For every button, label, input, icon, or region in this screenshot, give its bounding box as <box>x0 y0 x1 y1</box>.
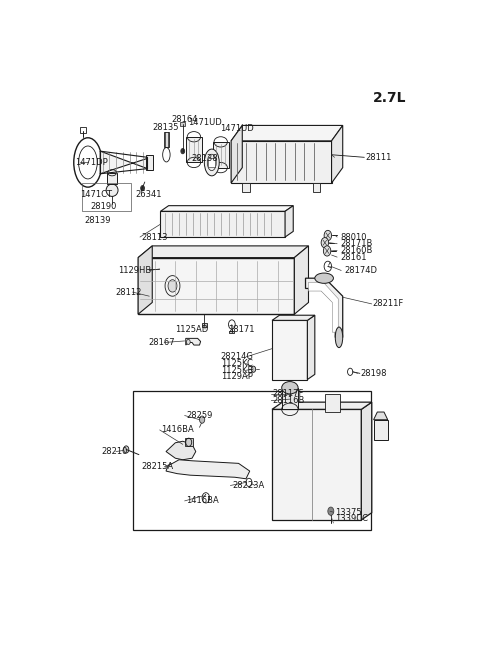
Bar <box>325 394 340 412</box>
Polygon shape <box>285 206 293 237</box>
Bar <box>83 183 131 211</box>
Text: 28138: 28138 <box>192 154 218 163</box>
Ellipse shape <box>282 381 298 394</box>
Polygon shape <box>166 442 196 460</box>
Text: 28210: 28210 <box>101 447 127 456</box>
Text: 26341: 26341 <box>135 190 162 199</box>
Polygon shape <box>160 206 293 211</box>
Ellipse shape <box>335 327 343 347</box>
Bar <box>164 132 168 147</box>
Circle shape <box>159 265 165 273</box>
Polygon shape <box>138 246 152 314</box>
Text: 1471UD: 1471UD <box>188 118 222 127</box>
Circle shape <box>141 186 144 191</box>
Text: 28139: 28139 <box>84 216 110 225</box>
Polygon shape <box>332 126 343 183</box>
Bar <box>208 158 216 166</box>
Circle shape <box>251 366 256 372</box>
Text: 1125AD: 1125AD <box>175 325 209 333</box>
Bar <box>132 391 371 530</box>
Bar <box>313 183 321 192</box>
Bar <box>282 387 298 409</box>
Bar <box>81 128 86 133</box>
Polygon shape <box>166 460 250 479</box>
Text: 28160B: 28160B <box>341 246 373 255</box>
Text: 28259: 28259 <box>186 411 213 420</box>
Circle shape <box>168 280 177 292</box>
Text: 1129AP: 1129AP <box>221 373 252 381</box>
Circle shape <box>324 230 332 240</box>
Ellipse shape <box>204 149 219 176</box>
Polygon shape <box>100 151 147 174</box>
Bar <box>107 173 117 184</box>
Text: 28211F: 28211F <box>372 299 404 309</box>
Ellipse shape <box>106 184 118 196</box>
Polygon shape <box>138 246 309 258</box>
Polygon shape <box>231 126 343 141</box>
Text: 1125KE: 1125KE <box>221 366 252 375</box>
Text: 13375: 13375 <box>335 508 362 517</box>
Text: 28164: 28164 <box>171 116 198 124</box>
Bar <box>229 331 234 333</box>
Text: 28190: 28190 <box>91 202 117 210</box>
Bar <box>185 438 193 446</box>
Circle shape <box>200 416 204 424</box>
Ellipse shape <box>315 273 334 283</box>
Bar <box>138 258 294 314</box>
Text: 28112: 28112 <box>115 288 142 297</box>
Text: 28214G: 28214G <box>221 353 253 361</box>
Text: 1129HB: 1129HB <box>118 266 151 275</box>
Text: 28167: 28167 <box>148 338 175 347</box>
Text: 28215A: 28215A <box>141 462 173 472</box>
Bar <box>202 323 207 327</box>
Polygon shape <box>231 126 242 183</box>
Text: 28161: 28161 <box>341 253 367 262</box>
Text: 28171: 28171 <box>228 325 255 333</box>
Polygon shape <box>186 339 201 345</box>
Polygon shape <box>373 412 388 420</box>
Bar <box>186 137 202 162</box>
Text: 88010: 88010 <box>341 232 367 242</box>
Bar <box>180 122 185 126</box>
Polygon shape <box>305 278 343 337</box>
Text: 1471CT: 1471CT <box>81 190 112 199</box>
Text: 2.7L: 2.7L <box>372 91 406 105</box>
Text: 28171B: 28171B <box>341 239 373 248</box>
Bar <box>160 211 285 237</box>
Polygon shape <box>272 315 315 321</box>
Text: 28174D: 28174D <box>345 266 378 275</box>
Polygon shape <box>309 283 338 332</box>
Text: 1125KC: 1125KC <box>221 359 252 368</box>
Bar <box>272 321 307 379</box>
Circle shape <box>181 148 185 154</box>
Text: 1471DP: 1471DP <box>75 158 108 167</box>
Circle shape <box>186 339 190 345</box>
Polygon shape <box>272 402 372 409</box>
Text: 28111: 28111 <box>365 153 391 162</box>
Circle shape <box>124 446 129 453</box>
Text: 1339CC: 1339CC <box>335 514 368 524</box>
Circle shape <box>324 246 331 256</box>
Bar <box>373 420 388 440</box>
Text: 28117F: 28117F <box>273 389 304 398</box>
Text: 1416BA: 1416BA <box>161 426 194 434</box>
Polygon shape <box>307 315 315 379</box>
Bar <box>231 141 332 183</box>
Text: 1471UD: 1471UD <box>220 124 253 133</box>
Polygon shape <box>294 246 309 314</box>
Polygon shape <box>361 402 372 520</box>
Circle shape <box>328 507 334 515</box>
Bar <box>146 155 153 170</box>
Text: 28198: 28198 <box>360 369 387 378</box>
Text: 28116B: 28116B <box>273 396 305 405</box>
Circle shape <box>321 238 329 248</box>
Bar <box>272 409 361 520</box>
Text: 28113: 28113 <box>141 232 168 242</box>
Text: 1416BA: 1416BA <box>186 496 219 506</box>
Bar <box>242 183 250 192</box>
Text: 28135: 28135 <box>153 123 179 132</box>
Text: 28223A: 28223A <box>233 481 265 490</box>
Bar <box>213 142 229 168</box>
